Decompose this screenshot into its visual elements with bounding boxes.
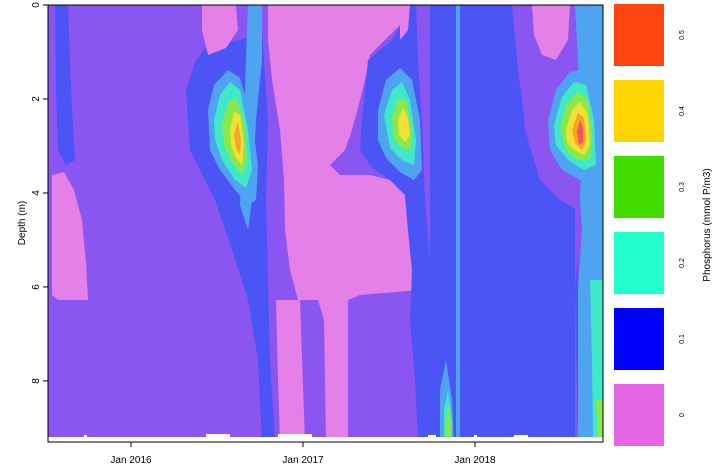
pink-patch-top-2016	[202, 5, 238, 55]
colorbar-level-label: 0	[679, 413, 686, 417]
x-tick-label: Jan 2016	[110, 455, 152, 466]
colorbar-swatch	[614, 80, 664, 142]
y-tick-label: 6	[31, 284, 42, 290]
colorbar-title: Phosphorus (mmol P/m3)	[702, 168, 713, 281]
pink-patch-top-2018	[532, 5, 570, 60]
y-tick-label: 2	[31, 96, 42, 102]
plume-2017-yellow	[398, 108, 410, 142]
colorbar-swatch	[614, 232, 664, 294]
y-tick-label: 4	[31, 190, 42, 196]
pink-lower-left-2017	[276, 300, 305, 442]
x-tick-label: Jan 2018	[454, 455, 496, 466]
plume-2016-orange	[234, 122, 241, 155]
x-tick-label: Jan 2017	[282, 455, 324, 466]
pink-column-2017	[268, 5, 418, 442]
colorbar-level-label: 0.3	[679, 182, 686, 192]
colorbar-level-label: 0.4	[679, 106, 686, 116]
colorbar-swatch	[614, 308, 664, 370]
x-axis: Jan 2016 Jan 2017 Jan 2018	[110, 441, 496, 466]
blue-block-2018	[430, 5, 578, 442]
y-tick-label: 8	[31, 378, 42, 384]
plume-2018-red	[577, 120, 583, 145]
y-axis-label: Depth (m)	[17, 201, 28, 245]
blue-band-early-2015	[55, 5, 75, 165]
plot-area	[48, 5, 603, 442]
y-tick-label: 0	[31, 2, 42, 8]
y-axis: 0 2 4 6 8	[31, 2, 49, 384]
pink-patch-top-2017	[400, 5, 410, 40]
colorbar-level-label: 0.2	[679, 258, 686, 268]
colorbar-swatch	[614, 4, 664, 66]
colorbar-swatch	[614, 156, 664, 218]
bottom-data-gaps	[48, 434, 603, 442]
pink-patch-left	[52, 172, 88, 300]
colorbar-legend: 0 0.1 0.2 0.3 0.4 0.5	[614, 4, 686, 446]
colorbar-level-label: 0.1	[679, 334, 686, 344]
green-right-edge	[596, 400, 603, 442]
colorbar-swatch	[614, 384, 664, 446]
green-bottom-2018	[446, 405, 451, 442]
lightblue-stripe-2018	[456, 5, 460, 442]
colorbar-level-label: 0.5	[679, 30, 686, 40]
